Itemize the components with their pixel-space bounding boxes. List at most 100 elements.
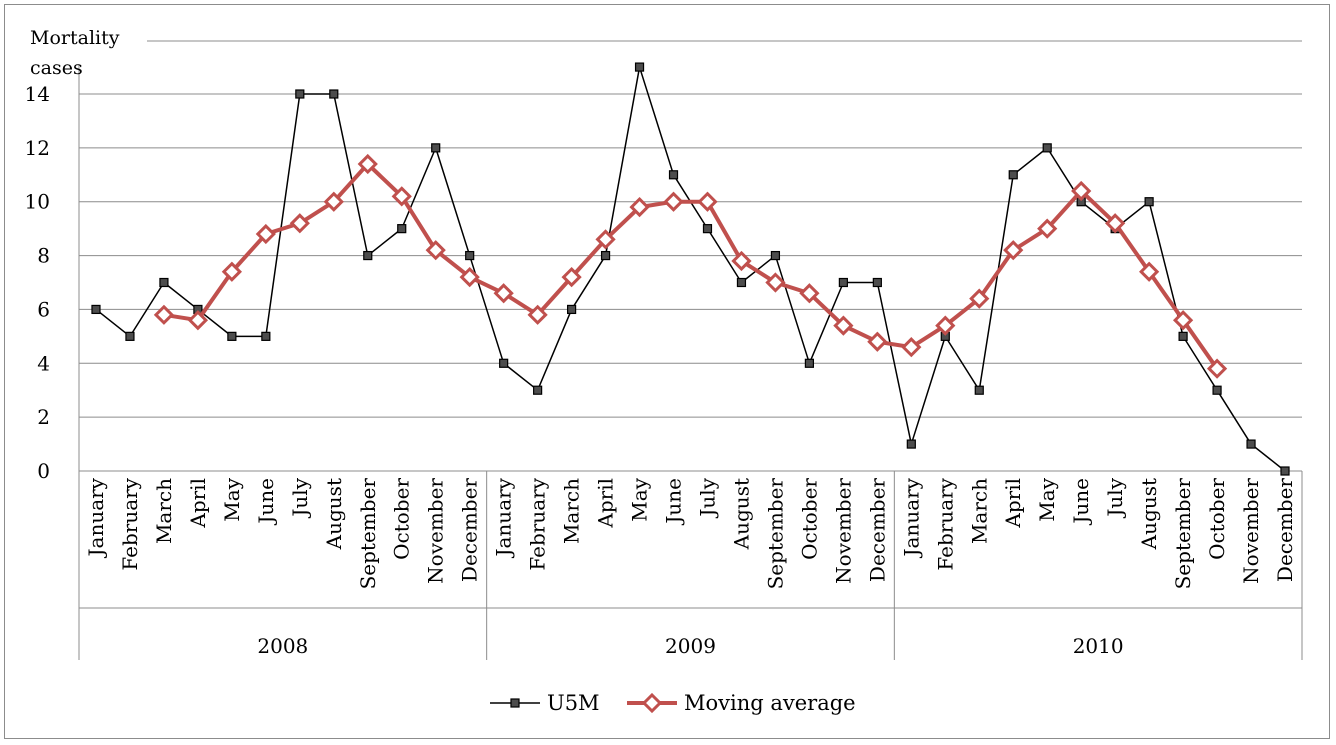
- data-point: [465, 250, 475, 261]
- x-tick-label: August: [729, 478, 753, 550]
- data-point: [833, 315, 854, 336]
- data-point: [969, 288, 990, 309]
- x-tick-label: March: [967, 478, 991, 544]
- axes: [78, 64, 1303, 660]
- data-point: [425, 240, 446, 261]
- data-point: [431, 143, 441, 153]
- year-label: 2009: [665, 634, 716, 658]
- data-point: [459, 266, 480, 288]
- data-point: [595, 229, 616, 250]
- data-point: [1212, 385, 1222, 395]
- data-point: [804, 358, 815, 368]
- data-point: [323, 191, 344, 212]
- data-point: [295, 89, 305, 99]
- x-tick-label: October: [797, 478, 821, 560]
- data-point: [261, 331, 271, 341]
- x-tick-label: August: [322, 478, 346, 550]
- legend: U5M Moving average: [490, 691, 856, 715]
- data-point: [221, 261, 242, 282]
- x-tick-label: July: [288, 477, 312, 518]
- data-point: [227, 331, 237, 341]
- data-point: [770, 250, 781, 261]
- legend-swatch-marker: [641, 692, 663, 714]
- data-point: [668, 170, 679, 180]
- y-tick-label: 8: [37, 244, 50, 268]
- series-line: [163, 162, 1219, 370]
- data-point: [600, 250, 611, 261]
- data-point: [872, 277, 882, 288]
- data-point: [906, 439, 916, 449]
- x-tick-label: January: [492, 477, 516, 558]
- x-tick-label: January: [84, 477, 108, 558]
- legend-item: U5M: [490, 691, 600, 715]
- data-point: [731, 250, 752, 272]
- x-tick-label: July: [695, 477, 719, 518]
- series-moving-average: [153, 153, 1228, 379]
- data-point: [935, 315, 956, 336]
- x-tick-label: April: [186, 478, 210, 529]
- data-point: [493, 283, 514, 304]
- data-point: [363, 250, 373, 261]
- y-tick-label: 0: [37, 459, 50, 483]
- legend-swatch-marker: [510, 698, 520, 708]
- series-layer: [91, 62, 1290, 476]
- data-point: [634, 62, 645, 72]
- data-point: [153, 304, 175, 325]
- data-point: [159, 277, 169, 288]
- data-point: [357, 153, 378, 175]
- data-point: [765, 272, 786, 293]
- x-tick-label: April: [594, 478, 618, 529]
- x-tick-label: December: [458, 478, 482, 583]
- x-tick-label: September: [1171, 478, 1195, 590]
- x-tick-label: August: [1137, 478, 1161, 550]
- y-tick-label: 6: [37, 297, 50, 321]
- year-label: 2008: [257, 634, 308, 658]
- data-point: [867, 331, 888, 352]
- year-group-labels: 2008 2009 2010: [257, 634, 1123, 658]
- data-point: [397, 224, 407, 234]
- y-tick-label: 2: [37, 405, 50, 429]
- data-point: [329, 89, 339, 99]
- x-tick-label: May: [220, 477, 244, 521]
- data-point: [736, 277, 747, 288]
- data-point: [1172, 310, 1194, 331]
- data-point: [499, 358, 509, 368]
- grid-lines: [79, 40, 1302, 472]
- x-tick-label: May: [1035, 477, 1059, 521]
- data-point: [1008, 170, 1018, 180]
- x-tick-label: June: [254, 478, 278, 526]
- data-point: [1139, 261, 1160, 282]
- x-tick-label: November: [1239, 478, 1263, 584]
- x-tick-label: October: [390, 478, 414, 560]
- data-point: [289, 213, 310, 234]
- x-tick-label: February: [118, 477, 142, 570]
- data-point: [91, 304, 101, 315]
- y-axis-label-line1: Mortality: [30, 27, 120, 49]
- x-tick-label: September: [356, 478, 380, 590]
- data-point: [125, 331, 135, 341]
- x-tick-label: November: [831, 478, 855, 584]
- y-tick-labels: 0 2 4 6 8 10 12 14: [25, 82, 50, 483]
- data-point: [702, 224, 713, 234]
- x-tick-label: March: [560, 478, 584, 544]
- data-point: [799, 283, 820, 304]
- x-tick-label: March: [152, 478, 176, 544]
- x-category-labels: January February March April May June July Augu…: [84, 477, 1297, 589]
- chart-frame: [4, 4, 1330, 739]
- data-point: [663, 191, 684, 212]
- data-point: [566, 304, 577, 315]
- x-tick-label: December: [1273, 478, 1297, 583]
- data-point: [561, 266, 582, 288]
- y-tick-label: 4: [37, 351, 50, 375]
- year-label: 2010: [1073, 634, 1124, 658]
- data-point: [1037, 218, 1058, 239]
- data-point: [1178, 331, 1188, 341]
- x-tick-label: June: [1069, 478, 1093, 526]
- data-point: [391, 186, 412, 207]
- data-point: [1071, 180, 1092, 202]
- data-point: [1042, 143, 1052, 153]
- series-line: [95, 66, 1286, 472]
- data-point: [1280, 466, 1290, 476]
- data-point: [901, 337, 922, 358]
